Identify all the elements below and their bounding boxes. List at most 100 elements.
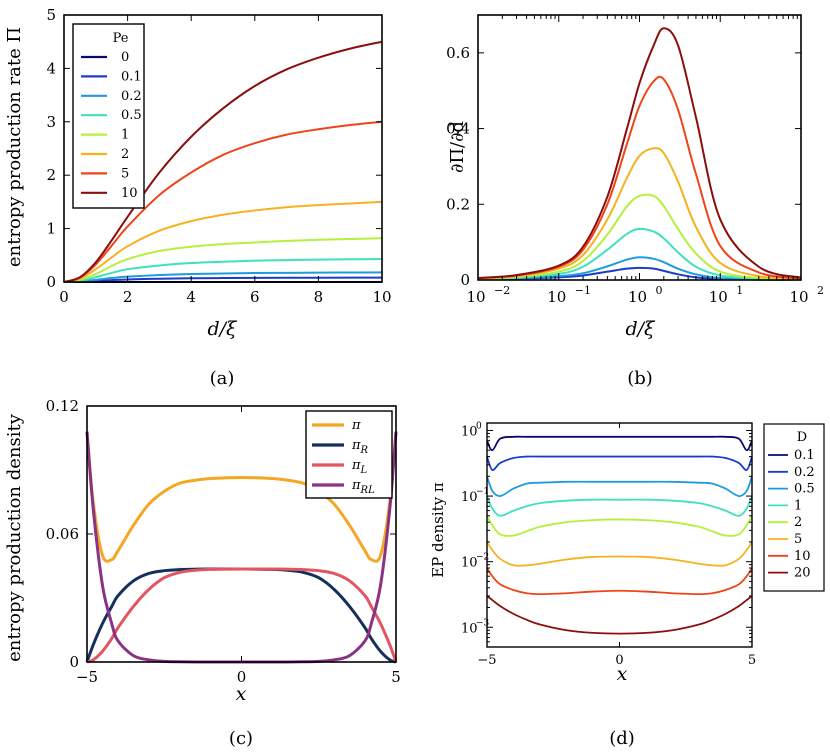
legend-entry: πR [351, 438, 369, 456]
x-tick-exponent: 2 [817, 284, 824, 297]
panel-d: EP density π x (d) −5 0 510010−110−210−3D0… [429, 421, 825, 749]
x-tick-label: 0 [59, 288, 69, 306]
series-line-2 [486, 515, 753, 537]
y-tick-label: 0.12 [46, 397, 79, 415]
panel-b: ∂Π/∂d d/ξ (b) 10 −2 10 −1 10 0 10 1 10 200.20.40.… [446, 14, 824, 389]
x-tick-exponent: 0 [656, 284, 663, 297]
legend-entry: 5 [121, 166, 129, 181]
x-tick-label: 10 [628, 288, 647, 306]
x-tick-label: 6 [250, 288, 260, 306]
legend-entry: 0.5 [794, 482, 815, 497]
series-line-5 [477, 75, 802, 280]
x-tick-label: 2 [123, 288, 133, 306]
y-tick-label: 0 [69, 653, 79, 671]
series-line-1 [63, 237, 383, 283]
legend-entry: 1 [121, 128, 129, 143]
y-tick-label: 0.4 [446, 120, 470, 138]
panel-c: entropy production density x (c) −5 0 500.… [4, 397, 401, 749]
series-line-0.2 [63, 271, 383, 283]
legend-entry: π [351, 418, 361, 433]
x-tick-label: 5 [748, 653, 756, 668]
series-line-10 [486, 567, 753, 596]
legend-entry: 10 [121, 186, 138, 201]
x-tick-label: 10 [789, 288, 808, 306]
series-line-1 [486, 495, 753, 517]
x-tick-label: 10 [372, 288, 391, 306]
legend-entry: 20 [794, 566, 811, 581]
series-line-π [85, 431, 398, 563]
y-tick-label: 1 [46, 220, 56, 238]
y-tick-label: 5 [46, 6, 56, 24]
x-tick-exponent: −2 [494, 284, 510, 297]
series-line-π-L [86, 567, 398, 664]
panel-b-ylabel: ∂Π/∂d [447, 121, 468, 173]
y-tick-label: 10 [461, 424, 478, 439]
panel-c-ylabel: entropy production density [4, 413, 25, 662]
legend-entry: 0.5 [121, 108, 142, 123]
y-tick-label: 10 [461, 556, 478, 571]
series-line-10 [63, 40, 383, 283]
legend-entry: 2 [121, 147, 129, 162]
series-line-5 [63, 120, 383, 283]
x-tick-label: 0 [237, 668, 247, 686]
series-line-0.5 [477, 227, 802, 281]
series-line-20 [486, 595, 753, 635]
panel-d-xlabel: x [617, 663, 628, 685]
panel-b-xlabel: d/ξ [625, 318, 656, 340]
y-tick-exponent: −1 [476, 487, 489, 497]
panel-d-ylabel: EP density π [429, 482, 447, 578]
panel-a-ylabel: entropy production rate Π [4, 27, 25, 267]
legend-entry: 0.2 [121, 89, 142, 104]
legend-title: Pe [113, 31, 129, 46]
x-tick-label: −5 [477, 653, 496, 668]
legend-entry: 10 [794, 549, 811, 564]
series-line-1 [477, 193, 802, 281]
x-tick-label: 10 [547, 288, 566, 306]
series-line-π-R [85, 567, 397, 664]
legend-entry: 0 [121, 50, 129, 65]
y-tick-label: 3 [46, 113, 56, 131]
y-tick-label: 0 [46, 273, 56, 291]
panel-b-caption: (b) [627, 368, 653, 389]
x-tick-label: 0 [615, 653, 623, 668]
panel-a-frame [63, 14, 383, 283]
panel-a-xlabel: d/ξ [207, 318, 238, 340]
y-tick-label: 10 [461, 490, 478, 505]
x-tick-label: 8 [314, 288, 324, 306]
y-tick-label: 4 [46, 59, 56, 77]
x-tick-label: 10 [709, 288, 728, 306]
legend-entry: πRL [351, 478, 375, 496]
legend-entry: 2 [794, 515, 802, 530]
x-tick-exponent: 1 [736, 284, 743, 297]
y-tick-label: 10 [461, 621, 478, 636]
x-tick-label: 5 [391, 668, 401, 686]
panel-b-frame [477, 14, 802, 281]
y-tick-label: 0.6 [446, 44, 470, 62]
legend-entry: πL [351, 458, 368, 476]
legend-entry: 1 [794, 498, 802, 513]
series-line-0.2 [486, 455, 753, 471]
x-tick-label: 10 [466, 288, 485, 306]
x-tick-exponent: −1 [575, 284, 591, 297]
y-tick-exponent: −2 [476, 553, 489, 563]
legend-entry: 0.1 [121, 69, 142, 84]
panel-c-xlabel: x [236, 683, 247, 705]
series-line-2 [63, 200, 383, 283]
series-line-2 [477, 147, 802, 281]
panel-c-caption: (c) [229, 728, 253, 749]
legend-entry: 0.1 [794, 448, 815, 463]
panel-d-caption: (d) [609, 728, 635, 749]
y-tick-label: 0 [460, 271, 470, 289]
series-line-0.5 [486, 476, 753, 497]
legend-box [763, 423, 825, 592]
legend-entry: 5 [794, 532, 802, 547]
legend-title: D [797, 430, 807, 445]
series-line-0.2 [477, 256, 802, 281]
y-tick-exponent: 0 [476, 421, 482, 431]
series-line-0.1 [486, 435, 753, 452]
series-line-5 [486, 541, 753, 567]
series-line-0.5 [63, 258, 383, 283]
x-tick-label: 4 [186, 288, 196, 306]
panel-a: entropy production rate Π d/ξ (a) 0 2 4 6 8 1… [4, 6, 392, 389]
